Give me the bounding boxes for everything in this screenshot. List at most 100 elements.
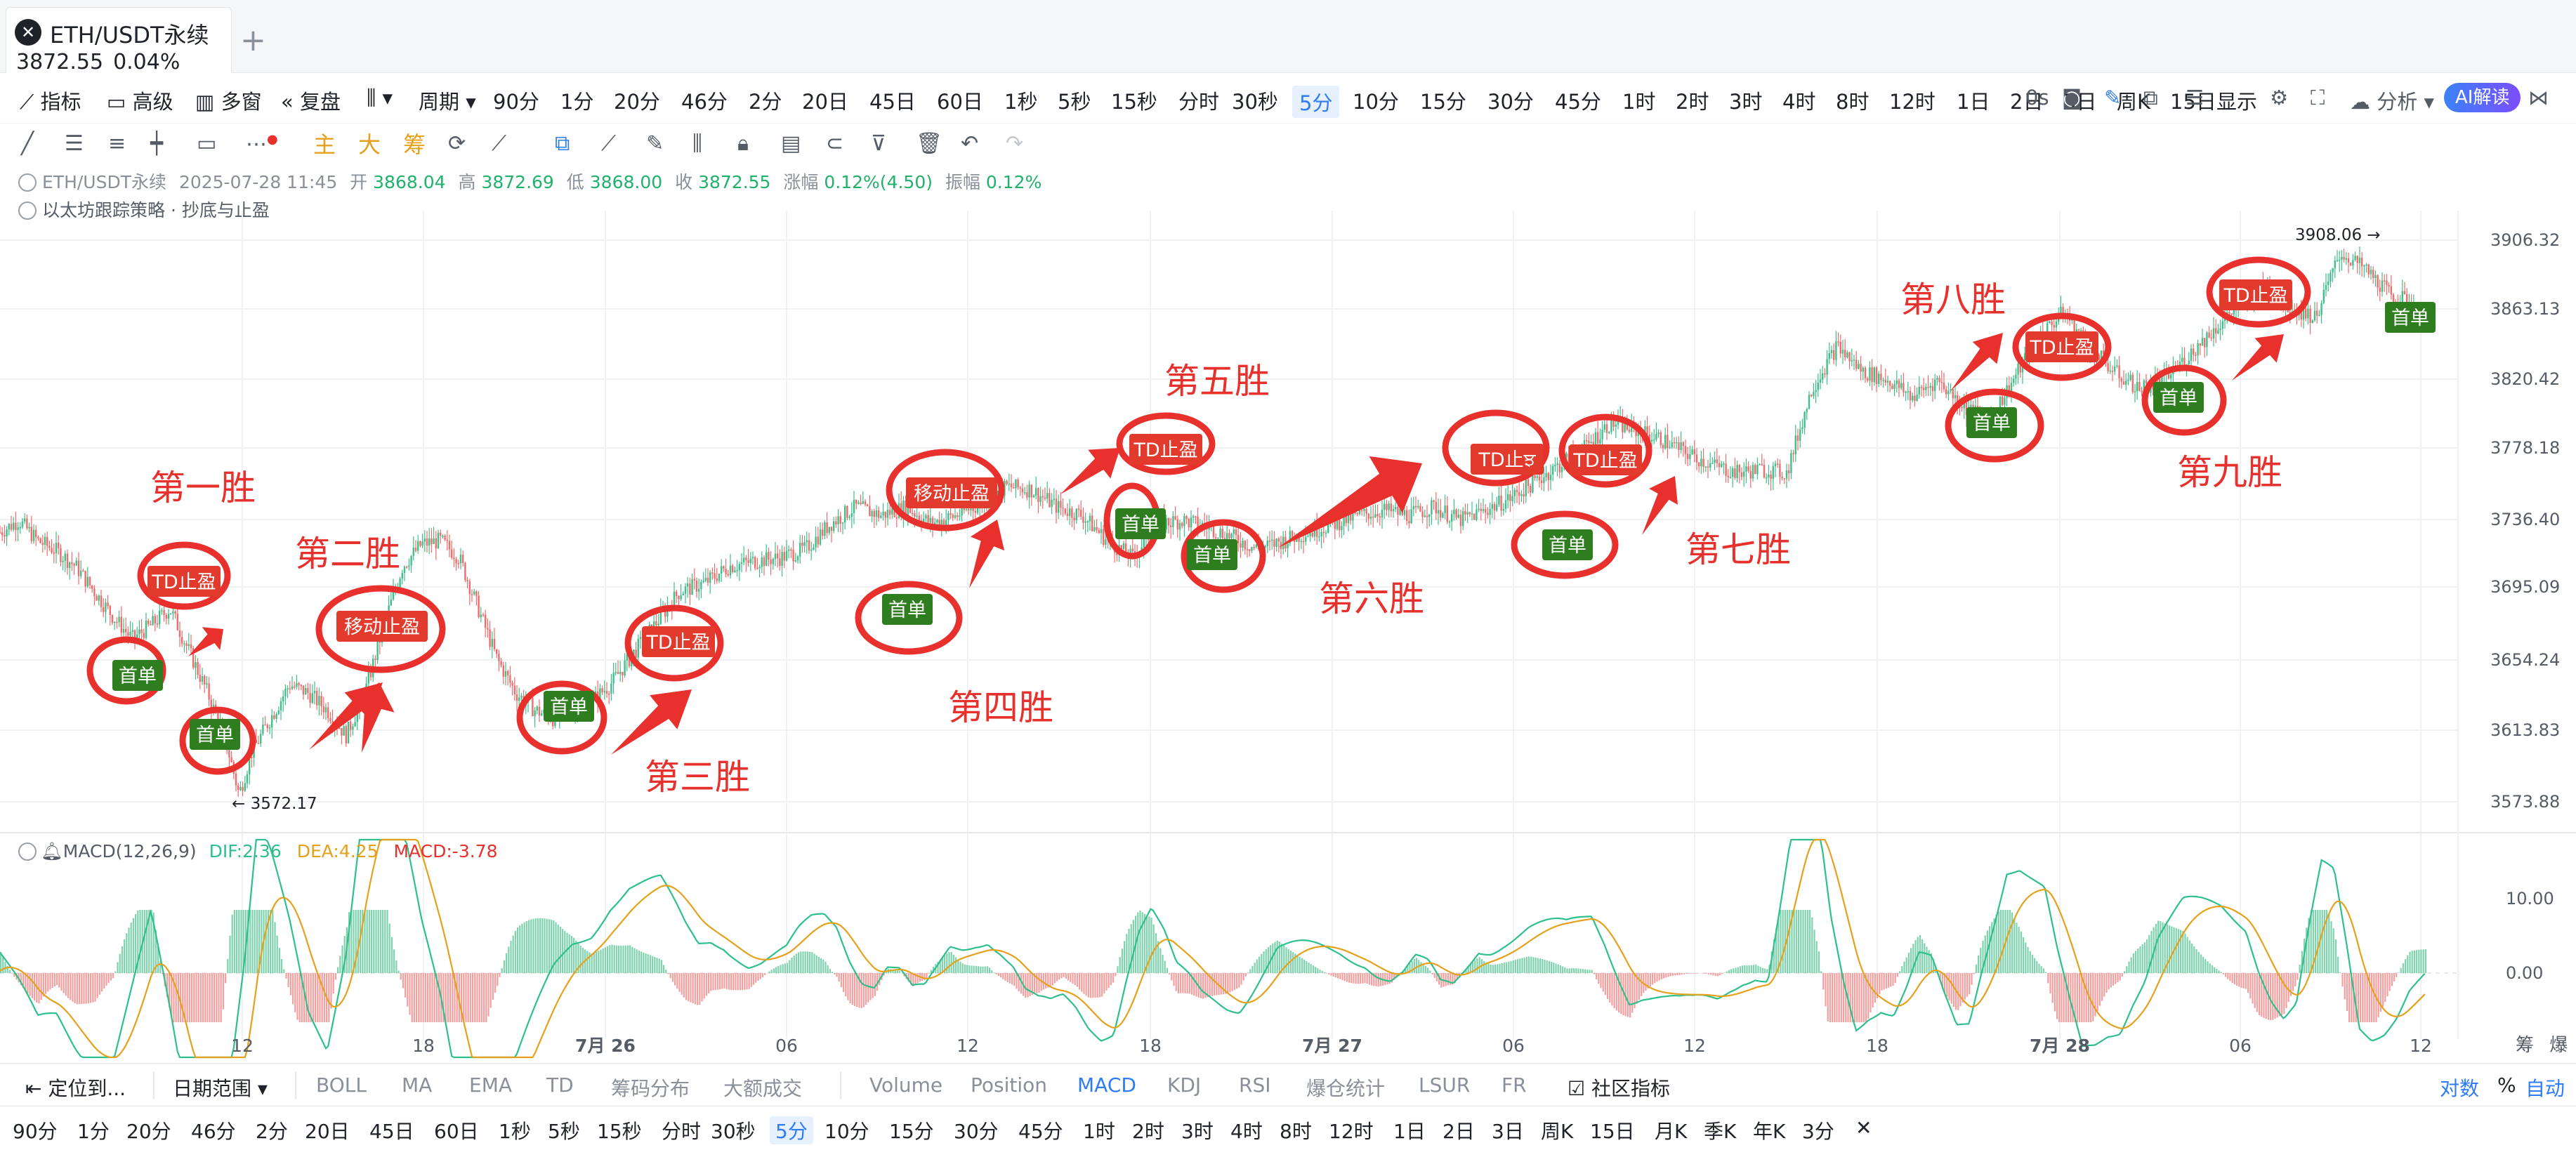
period-button[interactable]: 周期 ▾: [419, 86, 476, 115]
interval-4[interactable]: 2分: [749, 90, 782, 114]
main-indicator-0[interactable]: BOLL: [316, 1073, 367, 1097]
bell-icon[interactable]: 🔔︎: [41, 841, 63, 861]
eraser-icon[interactable]: ✎: [646, 131, 664, 156]
sync-icon[interactable]: ⟳: [448, 131, 466, 156]
bottom-interval-32[interactable]: 3分: [1802, 1120, 1834, 1143]
bottom-interval-12[interactable]: 30秒: [711, 1120, 756, 1143]
bottom-interval-21[interactable]: 4时: [1230, 1120, 1263, 1143]
main-indicator-2[interactable]: EMA: [469, 1073, 513, 1097]
interval-24[interactable]: 1日: [1957, 90, 1990, 114]
locate-button[interactable]: ⇤ 定位到...: [25, 1073, 126, 1102]
interval-5[interactable]: 20日: [802, 90, 848, 114]
bottom-interval-7[interactable]: 60日: [434, 1120, 479, 1143]
bottom-interval-14[interactable]: 10分: [824, 1120, 869, 1143]
percent-toggle[interactable]: %: [2497, 1073, 2516, 1097]
filter-icon[interactable]: ⊽: [871, 131, 886, 156]
bottom-interval-29[interactable]: 月K: [1655, 1120, 1688, 1143]
interval-9[interactable]: 5秒: [1058, 90, 1091, 114]
bottom-interval-18[interactable]: 1时: [1083, 1120, 1115, 1143]
bottom-interval-9[interactable]: 5秒: [548, 1120, 580, 1143]
bottom-interval-10[interactable]: 15秒: [597, 1120, 642, 1143]
bottom-interval-24[interactable]: 1日: [1393, 1120, 1426, 1143]
more-icon[interactable]: ⋯●: [246, 132, 278, 157]
interval-17[interactable]: 45分: [1555, 90, 1601, 114]
trash-icon[interactable]: 🗑︎: [916, 131, 943, 156]
bottom-interval-3[interactable]: 46分: [191, 1120, 236, 1143]
bottom-interval-13[interactable]: 5分: [770, 1116, 813, 1144]
auto-toggle[interactable]: 自动: [2525, 1077, 2565, 1100]
interval-7[interactable]: 60日: [937, 90, 983, 114]
channel-icon[interactable]: ≡: [108, 131, 126, 156]
display-button[interactable]: 显示: [2216, 90, 2258, 114]
interval-14[interactable]: 10分: [1353, 90, 1399, 114]
collapse-icon[interactable]: [18, 173, 37, 192]
bottom-interval-0[interactable]: 90分: [13, 1120, 58, 1143]
ruler-icon[interactable]: ⟋: [601, 131, 616, 156]
sub-indicator-3[interactable]: KDJ: [1167, 1073, 1202, 1097]
rectangle-icon[interactable]: ▭: [197, 131, 217, 156]
bottom-interval-6[interactable]: 45日: [369, 1120, 414, 1143]
interval-23[interactable]: 12时: [1889, 90, 1936, 114]
sub-indicator-7[interactable]: FR: [1501, 1073, 1527, 1097]
camera-icon[interactable]: ◙: [2062, 86, 2082, 110]
note-icon[interactable]: ▤: [781, 131, 801, 156]
main-indicator-1[interactable]: MA: [402, 1073, 433, 1097]
collapse-icon[interactable]: [18, 201, 37, 220]
interval-11[interactable]: 分时: [1178, 90, 1220, 114]
bottom-interval-19[interactable]: 2时: [1132, 1120, 1164, 1143]
candle-settings-icon[interactable]: ⫼: [692, 131, 702, 156]
bottom-interval-16[interactable]: 30分: [954, 1120, 999, 1143]
interval-12[interactable]: 30秒: [1232, 90, 1278, 114]
interval-19[interactable]: 2时: [1676, 90, 1709, 114]
plus-icon[interactable]: +: [240, 22, 266, 58]
interval-26[interactable]: 3日: [2063, 90, 2097, 114]
bottom-interval-5[interactable]: 20日: [305, 1120, 350, 1143]
pencil-icon[interactable]: ✎: [2104, 86, 2122, 110]
lock-icon[interactable]: 🔒︎: [737, 131, 749, 156]
chart-type-button[interactable]: ⫼ ▾: [367, 86, 393, 110]
community-indicators-button[interactable]: ☑ 社区指标: [1568, 1073, 1670, 1102]
brush-icon[interactable]: ⟋: [492, 131, 506, 156]
interval-0[interactable]: 90分: [493, 90, 539, 114]
bottom-interval-11[interactable]: 分时: [662, 1120, 702, 1143]
interval-18[interactable]: 1时: [1622, 90, 1656, 114]
bottom-interval-31[interactable]: 年K: [1753, 1120, 1786, 1143]
bottom-interval-4[interactable]: 2分: [256, 1120, 288, 1143]
bottom-interval-2[interactable]: 20分: [126, 1120, 171, 1143]
main-indicator-4[interactable]: 筹码分布: [611, 1077, 690, 1100]
close-icon[interactable]: ✕: [15, 19, 41, 46]
bottom-interval-23[interactable]: 12时: [1329, 1120, 1374, 1143]
bottom-interval-28[interactable]: 15日: [1590, 1120, 1635, 1143]
interval-8[interactable]: 1秒: [1004, 90, 1038, 114]
replay-button[interactable]: « 复盘: [281, 86, 341, 115]
chips-label[interactable]: 筹: [2516, 1035, 2535, 1056]
bottom-interval-15[interactable]: 15分: [889, 1120, 934, 1143]
main-chart-toggle[interactable]: 主: [313, 131, 336, 158]
ai-interpret-button[interactable]: AI解读: [2444, 83, 2521, 112]
sub-indicator-0[interactable]: Volume: [869, 1073, 943, 1097]
bottom-interval-17[interactable]: 45分: [1018, 1120, 1063, 1143]
sub-indicator-4[interactable]: RSI: [1239, 1073, 1271, 1097]
copy-icon[interactable]: ⧉: [555, 131, 570, 156]
horizontal-line-icon[interactable]: ┿: [150, 131, 164, 156]
interval-3[interactable]: 46分: [681, 90, 728, 114]
sub-indicator-6[interactable]: LSUR: [1419, 1073, 1471, 1097]
bottom-interval-20[interactable]: 3时: [1181, 1120, 1214, 1143]
magnet-icon[interactable]: ⊂: [826, 131, 844, 156]
date-range-button[interactable]: 日期范围 ▾: [173, 1077, 268, 1100]
main-indicator-5[interactable]: 大额成交: [723, 1077, 803, 1100]
log-toggle[interactable]: 对数: [2440, 1077, 2480, 1100]
collapse-icon[interactable]: [18, 842, 37, 861]
interval-20[interactable]: 3时: [1729, 90, 1763, 114]
interval-1[interactable]: 1分: [560, 90, 594, 114]
main-indicator-3[interactable]: TD: [546, 1073, 574, 1097]
interval-2[interactable]: 20分: [614, 90, 660, 114]
interval-13[interactable]: 5分: [1292, 86, 1340, 118]
bottom-interval-26[interactable]: 3日: [1492, 1120, 1524, 1143]
advanced-button[interactable]: ▭ 高级: [107, 86, 173, 115]
sub-indicator-2[interactable]: MACD: [1077, 1073, 1136, 1097]
interval-6[interactable]: 45日: [869, 90, 916, 114]
interval-28[interactable]: 15日: [2170, 90, 2216, 114]
sub-indicator-5[interactable]: 爆仓统计: [1306, 1077, 1386, 1100]
